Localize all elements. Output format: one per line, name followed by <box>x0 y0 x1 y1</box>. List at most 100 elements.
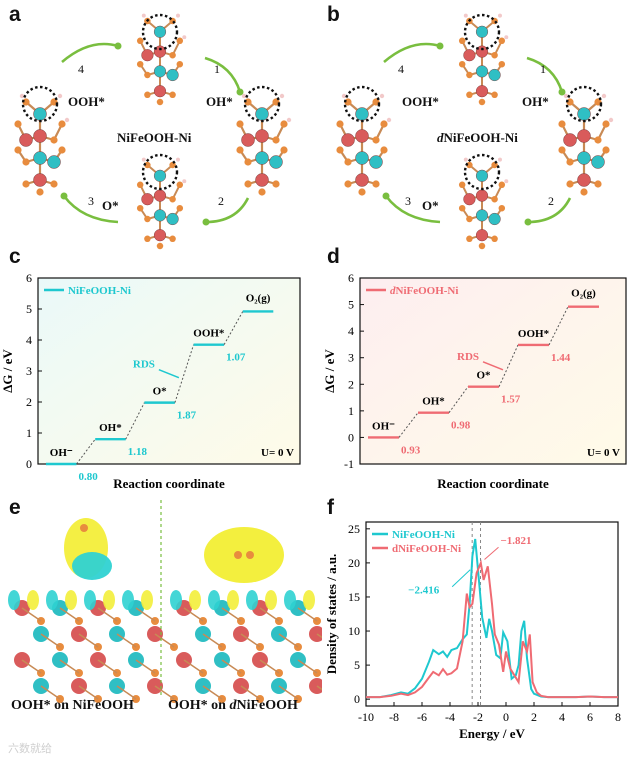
panel-e-right-bond <box>278 685 299 700</box>
panel-f-plot-frame <box>365 521 619 707</box>
panel-b-top-cluster <box>458 13 509 106</box>
panel-a-right-hydrogen-atom <box>241 93 247 99</box>
panel-b-top-oxygen-atom <box>478 98 486 106</box>
panel-b-left-oxygen-atom <box>344 158 352 166</box>
chart-d-connector-3 <box>548 306 569 346</box>
chart-d-plot-frame <box>359 277 627 465</box>
panel-f-xtick-label: 6 <box>587 710 593 724</box>
panel-f-xtick-label: -6 <box>417 710 427 724</box>
chart-c-legend-label: NiFeOOH-Ni <box>68 285 131 297</box>
panel-e-right-adsorbate-o <box>246 551 254 559</box>
panel-b-right-oxygen-atom <box>558 146 566 154</box>
chart-c-connector-1 <box>125 402 145 440</box>
panel-b-bottom-oxygen-atom <box>491 195 498 203</box>
panel-b-bottom-metal-atom <box>463 193 476 206</box>
panel-b-arrow-step-1 <box>526 56 564 93</box>
panel-a-right-metal-atom <box>255 173 269 187</box>
panel-a-bottom-metal-atom <box>153 169 167 182</box>
panel-b-bottom-metal-atom <box>475 209 489 222</box>
panel-b-right-oxygen-atom <box>566 158 574 166</box>
panel-f-dos-chart: -10 -8 -6 -4 -2 0 2 4 6 8 0 5 10 15 20 25 Energy / eV Den… <box>324 521 621 741</box>
chart-c-ytick-label: 2 <box>26 395 32 409</box>
chart-c-state-label-2: O* <box>153 386 168 398</box>
chart-c-step-value-0: 0.80 <box>79 471 99 483</box>
panel-a-right-oxygen-atom <box>236 120 244 128</box>
panel-e-right-bond <box>240 633 261 648</box>
panel-a-arrowhead-3 <box>60 192 68 200</box>
chart-d-ytick-label: 0 <box>348 430 354 444</box>
panel-b-left-metal-atom <box>355 107 369 121</box>
panel-b-site-marker <box>343 85 381 123</box>
panel-e-right-bond <box>240 685 261 700</box>
panel-e-left-bond <box>154 633 175 648</box>
panel-e-right-bond <box>202 685 223 700</box>
chart-d-ytick-label: -1 <box>344 457 354 471</box>
panel-a-top-oxygen-atom <box>144 71 151 79</box>
panel-b-right-metal-atom <box>591 155 605 169</box>
panel-a-left-oxygen-atom <box>58 146 66 154</box>
panel-e-right-bond <box>297 607 318 622</box>
panel-a-left-metal-atom <box>33 129 47 143</box>
panel-f-xtick-label: 0 <box>503 710 509 724</box>
chart-d-connector-0 <box>398 412 419 438</box>
panel-b-arrowhead-3 <box>382 192 390 200</box>
panel-a-bottom-hydrogen-atom <box>176 157 180 162</box>
panel-e-left-bond <box>78 633 99 648</box>
panel-b-arrow-step-3 <box>384 195 441 224</box>
panel-b-top-hydrogen-atom <box>504 35 509 40</box>
panel-a-arrow-step-2 <box>205 197 250 224</box>
panel-b-bottom-oxygen-atom <box>478 242 486 250</box>
panel-b-right-oxygen-atom <box>602 146 610 154</box>
panel-b-species-oh: OH* <box>522 94 549 109</box>
panel-b-center-label-prefix: d <box>437 130 444 145</box>
panel-b-left-oxygen-atom <box>380 146 388 154</box>
panel-b-top-oxygen-atom <box>458 37 466 45</box>
panel-b-top-metal-atom <box>475 85 489 98</box>
panel-a-bottom-oxygen-atom <box>144 235 151 243</box>
panel-a-arrowhead-4 <box>114 42 122 50</box>
panel-a-top-metal-atom <box>153 85 167 98</box>
panel-a-arrow-step-3 <box>62 195 119 224</box>
panel-b-species-o: O* <box>422 198 439 213</box>
panel-b-bottom-oxygen-atom <box>498 204 506 212</box>
panel-f-xlabel: Energy / eV <box>459 726 525 741</box>
panel-e-right-charge-lobe <box>246 590 258 610</box>
panel-a-left-oxygen-atom <box>58 120 66 128</box>
panel-b-step-3: 3 <box>405 194 411 208</box>
panel-a-top-oxygen-atom <box>136 37 144 45</box>
chart-d-ytick-label: 3 <box>348 351 354 365</box>
panel-e-right-metal-atom <box>309 626 322 642</box>
chart-d-rds-arrow <box>482 361 504 371</box>
panel-b-left-hydrogen-atom <box>379 93 385 99</box>
panel-b-right-oxygen-atom <box>580 188 588 196</box>
panel-b-top-oxygen-atom <box>458 60 466 68</box>
chart-c-rds-arrow <box>158 368 180 379</box>
chart-c-step-value-1: 1.18 <box>128 446 148 458</box>
panel-e-right-charge-lobe <box>227 590 239 610</box>
panel-e-left-bond <box>21 607 42 622</box>
chart-c-plot-frame <box>37 277 301 465</box>
panel-a-bottom-metal-atom <box>153 189 167 202</box>
panel-a-site-marker <box>141 153 179 191</box>
panel-b-right-cluster <box>558 93 614 196</box>
panel-a-left-hydrogen-atom <box>57 93 63 99</box>
panel-a-top-metal-atom <box>153 65 167 78</box>
panel-a-right-metal-atom <box>255 151 269 165</box>
panel-e-left-bond <box>78 685 99 700</box>
panel-b-top-metal-atom <box>475 45 489 58</box>
panel-a-bottom-cluster <box>136 157 187 250</box>
panel-a-top-oxygen-atom <box>156 98 164 106</box>
panel-b-top-oxygen-atom <box>466 91 473 99</box>
panel-b-step-2: 2 <box>548 194 554 208</box>
panel-a-top-oxygen-atom <box>169 51 176 59</box>
panel-a-left-oxygen-atom <box>50 136 58 144</box>
panel-f-ytick-label: 0 <box>354 692 360 706</box>
panel-a-right-hydrogen-atom <box>286 117 292 123</box>
panel-a-left-metal-atom <box>33 173 47 187</box>
panel-a-top-hydrogen-atom <box>182 35 187 40</box>
panel-e-left-bond <box>97 607 118 622</box>
panel-a-bottom-oxygen-atom <box>169 195 176 203</box>
panel-a-arrow-step-4 <box>61 42 119 63</box>
panel-b-top-metal-atom <box>463 49 476 62</box>
panel-b-right-oxygen-atom <box>594 136 602 144</box>
